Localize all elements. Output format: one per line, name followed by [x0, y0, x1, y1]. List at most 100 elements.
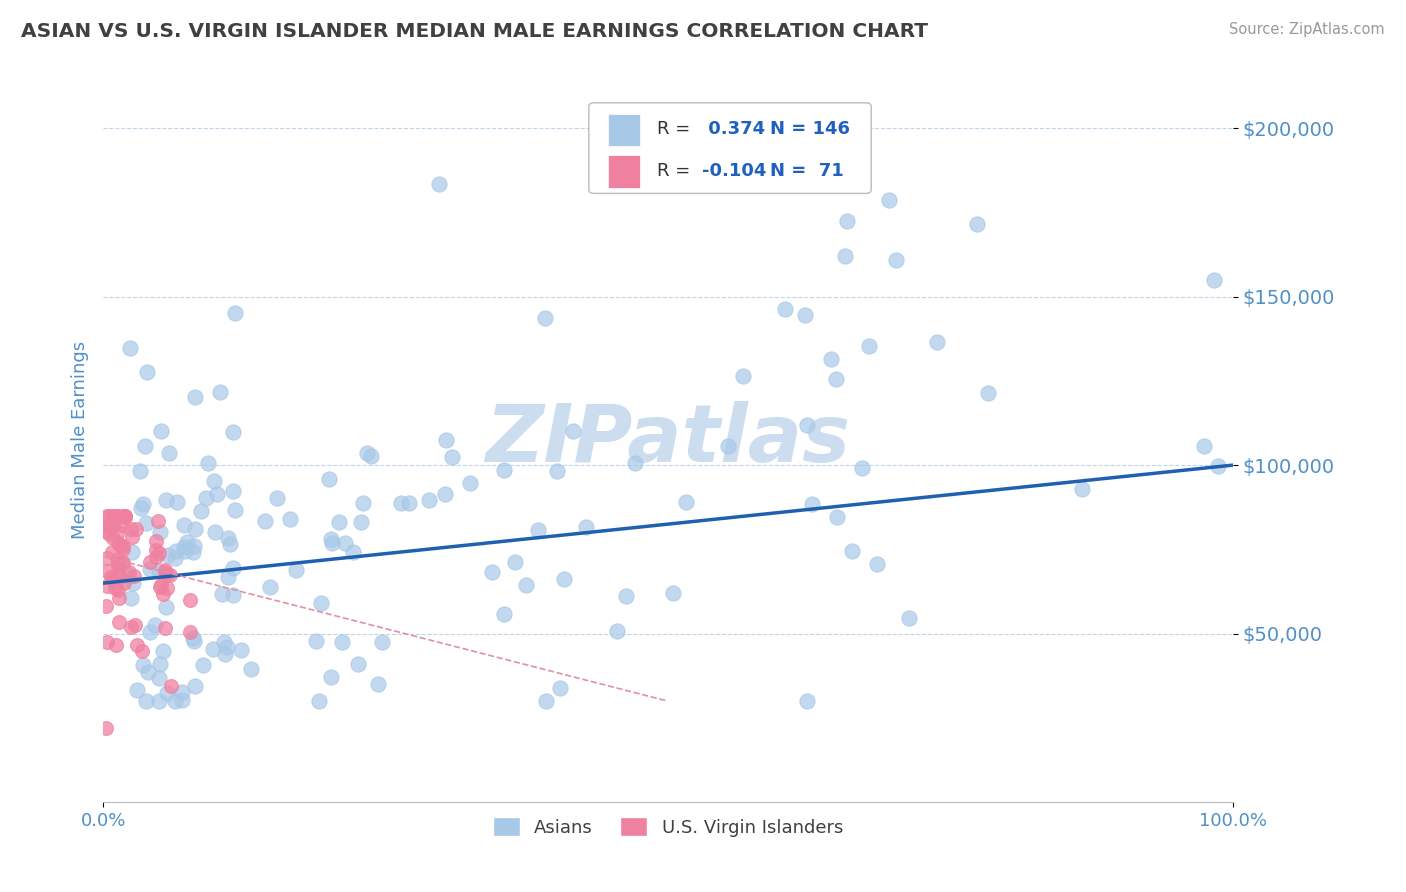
- Point: [157, 548, 180, 562]
- Point: [107, 583, 129, 598]
- Point: [318, 472, 340, 486]
- Point: [118, 565, 141, 579]
- Point: [278, 512, 301, 526]
- Point: [205, 486, 228, 500]
- Point: [328, 515, 350, 529]
- Point: [149, 424, 172, 438]
- Point: [156, 581, 179, 595]
- Point: [515, 578, 537, 592]
- Point: [136, 665, 159, 679]
- Point: [675, 495, 697, 509]
- Point: [149, 578, 172, 592]
- Point: [224, 503, 246, 517]
- Point: [143, 618, 166, 632]
- Point: [152, 587, 174, 601]
- Point: [834, 249, 856, 263]
- Point: [170, 692, 193, 706]
- Point: [156, 566, 179, 581]
- Point: [222, 484, 245, 499]
- Point: [135, 516, 157, 531]
- Point: [1192, 440, 1215, 454]
- Point: [534, 311, 557, 326]
- Point: [125, 522, 148, 536]
- Point: [285, 563, 308, 577]
- Point: [305, 633, 328, 648]
- Point: [107, 508, 129, 523]
- Point: [219, 537, 242, 551]
- Point: [561, 424, 583, 438]
- Point: [614, 589, 637, 603]
- Point: [360, 449, 382, 463]
- Point: [135, 694, 157, 708]
- Y-axis label: Median Male Earnings: Median Male Earnings: [72, 341, 89, 539]
- Point: [120, 591, 142, 606]
- Point: [349, 516, 371, 530]
- Point: [132, 657, 155, 672]
- Point: [107, 558, 129, 572]
- Point: [96, 579, 118, 593]
- Text: ASIAN VS U.S. VIRGIN ISLANDER MEDIAN MALE EARNINGS CORRELATION CHART: ASIAN VS U.S. VIRGIN ISLANDER MEDIAN MAL…: [21, 22, 928, 41]
- Point: [117, 567, 139, 582]
- Point: [179, 592, 201, 607]
- Point: [534, 694, 557, 708]
- Point: [165, 544, 187, 558]
- Point: [835, 214, 858, 228]
- Point: [229, 642, 252, 657]
- Point: [103, 508, 125, 523]
- Point: [211, 587, 233, 601]
- Point: [101, 531, 124, 545]
- Point: [97, 518, 120, 533]
- Point: [1208, 458, 1230, 473]
- Point: [494, 607, 516, 622]
- Point: [153, 621, 176, 635]
- Point: [157, 446, 180, 460]
- Point: [94, 519, 117, 533]
- Point: [841, 543, 863, 558]
- Point: [146, 514, 169, 528]
- Point: [367, 677, 389, 691]
- Point: [100, 570, 122, 584]
- FancyBboxPatch shape: [589, 103, 872, 194]
- Point: [204, 525, 226, 540]
- Point: [94, 721, 117, 735]
- Point: [201, 642, 224, 657]
- Point: [112, 575, 135, 590]
- Point: [148, 671, 170, 685]
- Point: [575, 519, 598, 533]
- Point: [107, 552, 129, 566]
- Point: [101, 545, 124, 559]
- Point: [155, 492, 177, 507]
- Point: [183, 545, 205, 559]
- Point: [114, 508, 136, 523]
- Point: [107, 615, 129, 629]
- Point: [553, 573, 575, 587]
- Point: [96, 508, 118, 523]
- Point: [96, 564, 118, 578]
- Text: 0.374: 0.374: [702, 120, 765, 138]
- Point: [266, 491, 288, 505]
- Point: [105, 567, 128, 582]
- Point: [222, 587, 245, 601]
- Point: [877, 193, 900, 207]
- Point: [717, 439, 740, 453]
- Point: [434, 486, 457, 500]
- Point: [825, 510, 848, 524]
- Text: N =  71: N = 71: [769, 162, 844, 180]
- Point: [181, 631, 204, 645]
- Point: [977, 386, 1000, 401]
- Point: [606, 624, 628, 639]
- Point: [111, 508, 134, 523]
- Point: [127, 638, 149, 652]
- Point: [138, 624, 160, 639]
- Point: [122, 569, 145, 583]
- Text: R =: R =: [657, 120, 690, 138]
- Point: [321, 536, 343, 550]
- Point: [97, 526, 120, 541]
- Point: [145, 549, 167, 564]
- Point: [170, 684, 193, 698]
- Point: [156, 686, 179, 700]
- Point: [356, 446, 378, 460]
- Point: [111, 556, 134, 570]
- Point: [222, 425, 245, 440]
- Point: [441, 450, 464, 464]
